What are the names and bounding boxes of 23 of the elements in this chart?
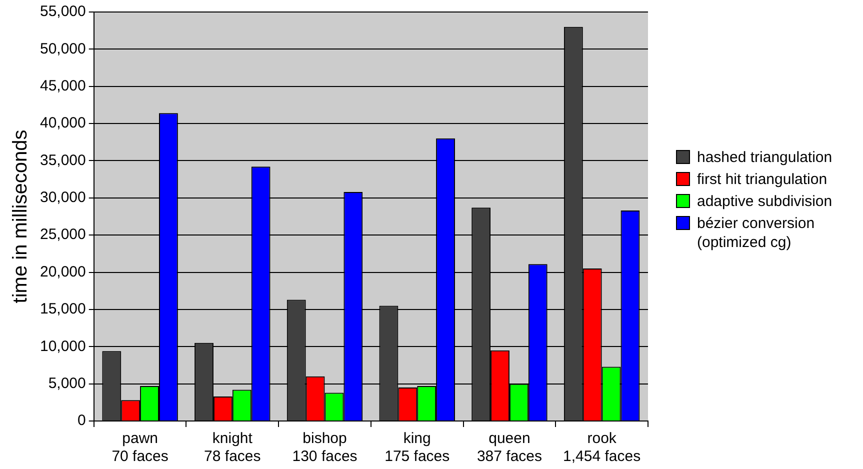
legend-label: first hit triangulation	[697, 170, 828, 189]
y-tick-label: 35,000	[40, 152, 86, 169]
y-tick-label: 40,000	[40, 114, 86, 132]
legend-label: hashed triangulation	[697, 148, 832, 167]
x-tick-label: bishop 130 faces	[292, 430, 358, 466]
y-tick-label: 25,000	[40, 226, 86, 244]
y-tick-label: 45,000	[40, 78, 86, 95]
x-tick-label: pawn 70 faces	[112, 430, 168, 466]
y-axis-title: time in milliseconds	[10, 130, 32, 304]
y-tick-label: 10,000	[40, 338, 86, 355]
y-tick-label: 55,000	[40, 3, 86, 20]
y-tick-label: 5,000	[48, 374, 86, 392]
x-tick-label: rook 1,454 faces	[563, 430, 641, 466]
y-tick-label: 15,000	[40, 300, 86, 318]
x-tick-label: knight 78 faces	[204, 430, 261, 466]
y-tick-label: 50,000	[40, 40, 86, 58]
y-tick-label: 20,000	[40, 263, 86, 280]
legend-label: bézier conversion (optimized cg)	[697, 214, 816, 252]
y-tick-label: 30,000	[40, 189, 86, 206]
x-tick-label: king 175 faces	[384, 430, 450, 466]
x-tick-label: queen 387 faces	[476, 430, 542, 466]
legend-label: adaptive subdivision	[697, 192, 832, 211]
y-tick-label: 0	[78, 412, 86, 430]
